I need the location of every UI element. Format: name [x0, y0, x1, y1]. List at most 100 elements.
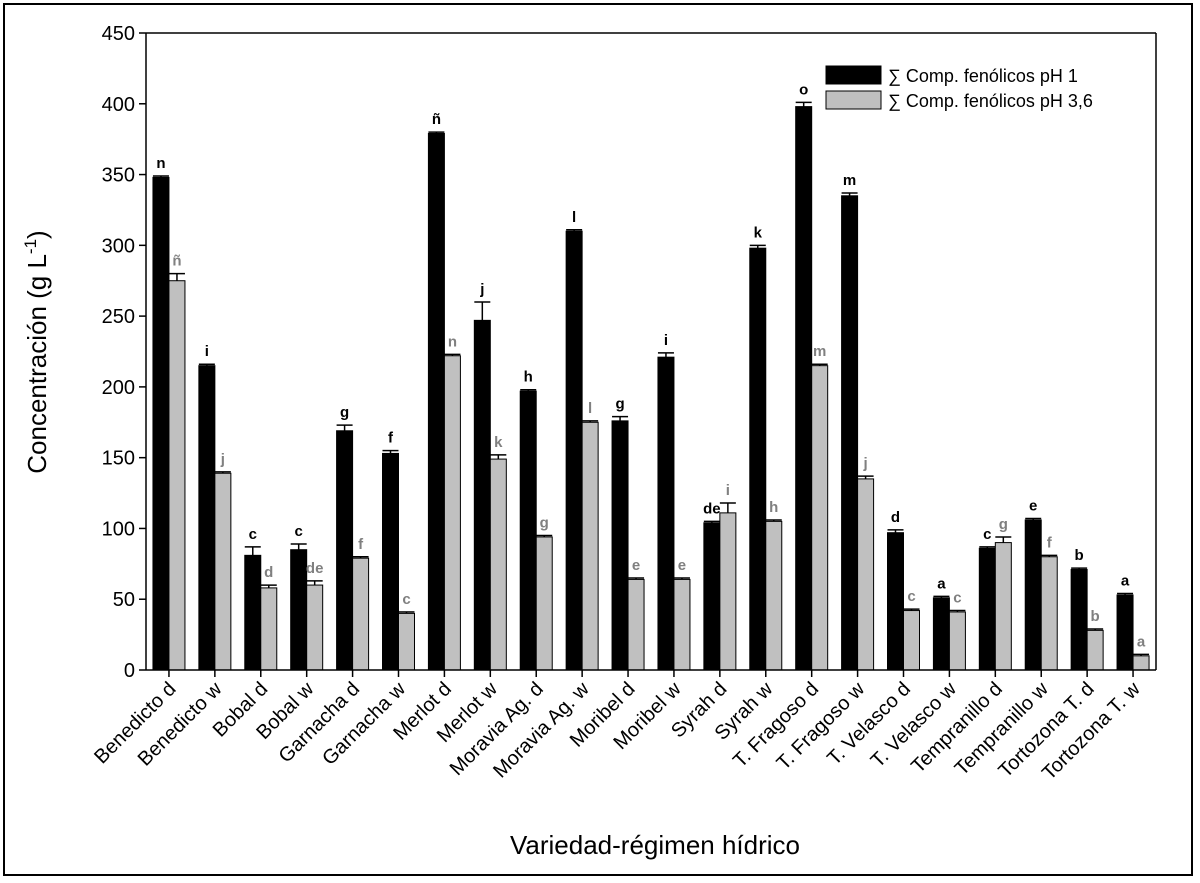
bar-ph1 [841, 195, 859, 671]
letter-ph36: m [813, 343, 826, 360]
letter-ph36: f [358, 536, 364, 553]
letter-ph36: d [264, 564, 273, 581]
letter-ph1: i [664, 332, 668, 349]
bar-ph1 [887, 532, 904, 671]
letter-ph36: h [769, 499, 778, 516]
letter-ph36: e [632, 557, 640, 574]
letter-ph36: c [953, 590, 961, 607]
letter-ph36: f [1047, 534, 1053, 551]
letter-ph1: c [295, 523, 303, 540]
x-axis-title: Variedad-régimen hídrico [510, 830, 800, 860]
legend-label-ph1: ∑ Comp. fenólicos pH 1 [888, 66, 1078, 86]
y-tick-label: 0 [124, 660, 135, 682]
letter-ph36: j [220, 451, 225, 468]
letter-ph1: c [249, 526, 257, 543]
letter-ph1: a [1121, 573, 1130, 590]
bar-ph1 [290, 549, 308, 671]
bar-ph36 [811, 365, 829, 671]
letter-ph36: g [999, 516, 1008, 533]
bar-ph1 [427, 133, 445, 671]
bar-ph36 [306, 584, 324, 671]
bar-ph1 [795, 106, 813, 671]
bar-ph1 [519, 390, 537, 671]
letter-ph1: c [983, 526, 991, 543]
letter-ph1: j [479, 281, 484, 298]
letter-ph1: n [156, 155, 165, 172]
bar-ph1 [749, 247, 767, 671]
letter-ph1: f [388, 430, 394, 447]
letter-ph36: b [1091, 608, 1100, 625]
bar-ph1 [703, 522, 721, 671]
y-tick-label: 150 [102, 448, 135, 470]
bar-ph36 [398, 612, 415, 671]
letter-ph1: i [205, 343, 209, 360]
letter-ph36: de [306, 560, 324, 577]
letter-ph1: m [843, 172, 856, 189]
letter-ph36: c [402, 591, 410, 608]
y-tick-label: 300 [102, 235, 135, 257]
legend-label-ph36: ∑ Comp. fenólicos pH 3,6 [888, 91, 1093, 111]
bar-ph1 [1024, 519, 1042, 671]
letter-ph1: e [1029, 498, 1037, 515]
bar-ph36 [1040, 556, 1058, 671]
bar-ph1 [473, 319, 491, 671]
bar-ph1 [611, 420, 629, 671]
bar-ph36 [994, 542, 1012, 671]
bar-ph1 [565, 230, 583, 671]
letter-ph1: d [891, 509, 900, 526]
bar-ph36 [1132, 655, 1150, 671]
bar-ph1 [657, 356, 675, 671]
letter-ph1: o [799, 81, 808, 98]
y-tick-label: 200 [102, 377, 135, 399]
letter-ph36: j [863, 455, 868, 472]
bar-ph36 [719, 512, 737, 671]
letter-ph1: g [615, 396, 624, 413]
legend-swatch-ph1 [825, 65, 882, 85]
letter-ph36: c [907, 588, 915, 605]
y-tick-label: 450 [102, 23, 135, 45]
bar-ph1 [1116, 594, 1134, 671]
bar-ph1 [978, 547, 996, 671]
bar-ph36 [168, 280, 186, 671]
letter-ph1: g [340, 404, 349, 421]
letter-ph36: l [588, 400, 592, 417]
bar-ph36 [489, 458, 507, 671]
bar-ph1 [152, 176, 170, 671]
bar-ph1 [932, 597, 950, 671]
bar-ph36 [443, 355, 461, 671]
y-tick-label: 50 [113, 589, 135, 611]
letter-ph1: h [524, 369, 533, 386]
bar-ph1 [336, 430, 354, 671]
bar-ph36 [1086, 629, 1104, 671]
letter-ph1: l [572, 209, 576, 226]
bar-ph1 [198, 365, 216, 671]
letter-ph1: de [703, 500, 721, 517]
bars [152, 101, 1150, 671]
bar-ph36 [857, 478, 875, 671]
bar-ph36 [948, 611, 966, 671]
letter-ph1: k [754, 224, 763, 241]
y-axis-title: Concentración (g L-1) [21, 230, 52, 473]
bar-ph36 [535, 536, 553, 671]
bar-ph1 [244, 554, 262, 671]
letter-ph1: ñ [432, 111, 441, 128]
bar-ph36 [352, 557, 370, 671]
y-tick-label: 100 [102, 518, 135, 540]
letter-ph36: ñ [172, 253, 181, 270]
bar-ph36 [627, 578, 645, 671]
legend-swatch-ph36 [825, 90, 882, 110]
bar-ph36 [214, 472, 232, 671]
letter-ph36: k [494, 434, 503, 451]
letter-ph36: n [448, 333, 457, 350]
bar-ph1 [382, 452, 399, 671]
letter-ph36: g [540, 515, 549, 532]
bar-ph1 [1070, 568, 1088, 671]
y-tick-label: 250 [102, 306, 135, 328]
letter-ph1: a [937, 575, 946, 592]
letter-ph36: a [1137, 633, 1146, 650]
y-tick-label: 350 [102, 165, 135, 187]
bar-ph36 [673, 578, 691, 671]
